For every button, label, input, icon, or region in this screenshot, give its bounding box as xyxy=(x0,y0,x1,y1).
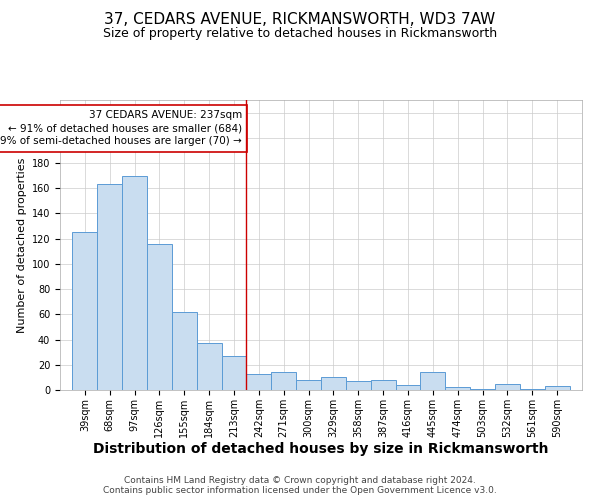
Bar xyxy=(172,312,197,390)
Bar xyxy=(346,381,371,390)
Text: Distribution of detached houses by size in Rickmansworth: Distribution of detached houses by size … xyxy=(93,442,549,456)
Text: 37, CEDARS AVENUE, RICKMANSWORTH, WD3 7AW: 37, CEDARS AVENUE, RICKMANSWORTH, WD3 7A… xyxy=(104,12,496,28)
Text: Contains HM Land Registry data © Crown copyright and database right 2024.
Contai: Contains HM Land Registry data © Crown c… xyxy=(103,476,497,495)
Text: Size of property relative to detached houses in Rickmansworth: Size of property relative to detached ho… xyxy=(103,28,497,40)
Bar xyxy=(545,386,569,390)
Bar xyxy=(147,244,172,390)
Bar xyxy=(495,384,520,390)
Text: 37 CEDARS AVENUE: 237sqm
← 91% of detached houses are smaller (684)
9% of semi-d: 37 CEDARS AVENUE: 237sqm ← 91% of detach… xyxy=(1,110,242,146)
Y-axis label: Number of detached properties: Number of detached properties xyxy=(17,158,28,332)
Bar xyxy=(73,232,97,390)
Bar xyxy=(445,388,470,390)
Bar xyxy=(271,372,296,390)
Bar xyxy=(321,378,346,390)
Bar xyxy=(247,374,271,390)
Bar xyxy=(470,388,495,390)
Bar xyxy=(371,380,395,390)
Bar xyxy=(421,372,445,390)
Bar xyxy=(122,176,147,390)
Bar xyxy=(520,388,545,390)
Bar xyxy=(296,380,321,390)
Bar xyxy=(395,385,421,390)
Bar xyxy=(97,184,122,390)
Bar xyxy=(197,344,221,390)
Bar xyxy=(221,356,247,390)
